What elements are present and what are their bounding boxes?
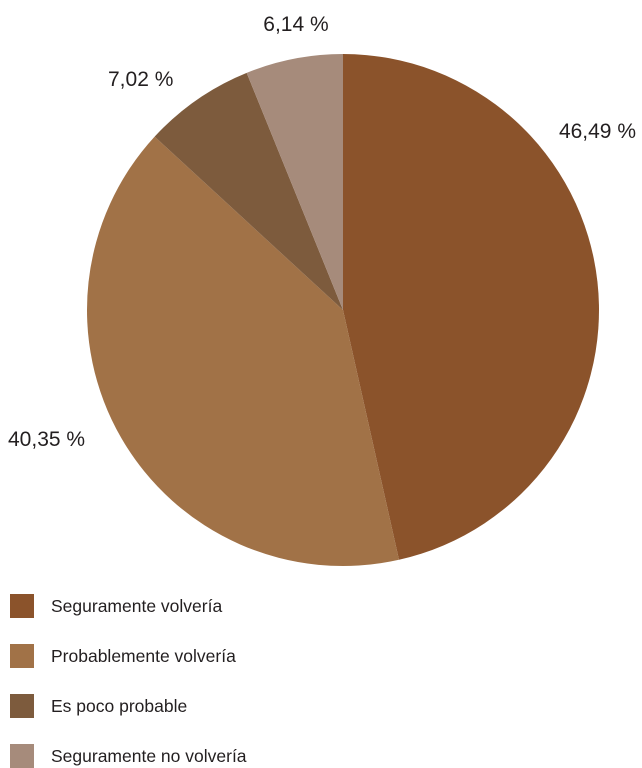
legend-label: Seguramente volvería <box>51 595 223 616</box>
pie-chart: 46,49 % 40,35 % 7,02 % 6,14 % <box>8 13 636 567</box>
legend-swatch <box>10 643 34 668</box>
pie-slice <box>154 72 343 310</box>
slice-value-label: 46,49 % <box>559 120 636 143</box>
pie-slices <box>86 54 600 567</box>
pie-slice <box>86 136 399 567</box>
chart-legend: Seguramente volvería Probablemente volver… <box>10 593 247 768</box>
legend-item: Seguramente volvería <box>10 593 247 618</box>
slice-value-label: 6,14 % <box>263 13 328 36</box>
pie-slice <box>343 54 600 560</box>
slice-value-label: 7,02 % <box>108 68 173 91</box>
slice-value-label: 40,35 % <box>8 428 85 451</box>
pie-slice <box>246 54 343 310</box>
legend-label: Seguramente no volvería <box>51 745 247 766</box>
legend-label: Es poco probable <box>51 695 188 716</box>
legend-item: Seguramente no volvería <box>10 743 247 768</box>
pie-data-labels: 46,49 % 40,35 % 7,02 % 6,14 % <box>8 13 636 451</box>
legend-item: Probablemente volvería <box>10 643 247 668</box>
legend-swatch <box>10 593 34 618</box>
legend-label: Probablemente volvería <box>51 645 236 666</box>
legend-swatch <box>10 693 34 718</box>
legend-swatch <box>10 743 34 768</box>
legend-item: Es poco probable <box>10 693 247 718</box>
